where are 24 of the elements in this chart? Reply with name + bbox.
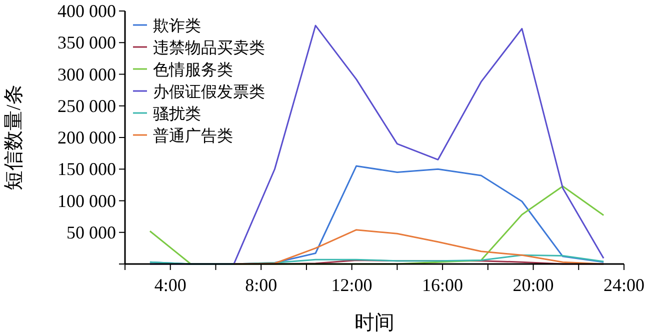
x-axis-title: 时间 xyxy=(354,312,394,334)
legend-label: 色情服务类 xyxy=(153,61,233,79)
y-tick-label: 300 000 xyxy=(58,64,116,84)
line-series xyxy=(149,254,604,265)
legend-label: 办假证假发票类 xyxy=(153,83,265,101)
legend-label: 普通广告类 xyxy=(153,127,233,145)
y-axis-title: 短信数量/条 xyxy=(3,84,25,190)
legend-label: 违禁物品买卖类 xyxy=(153,39,265,57)
legend-label: 骚扰类 xyxy=(153,105,201,123)
x-tick-label: 24:00 xyxy=(603,275,645,295)
x-tick-label: 16:00 xyxy=(422,275,464,295)
y-tick-label: 250 000 xyxy=(58,96,116,116)
y-tick-label: 350 000 xyxy=(58,32,116,53)
line-series xyxy=(233,229,604,265)
x-tick-label: 4:00 xyxy=(154,275,186,295)
x-tick-label: 20:00 xyxy=(512,275,554,295)
x-tick-label: 12:00 xyxy=(331,275,372,295)
y-tick-label: 400 000 xyxy=(58,1,116,21)
y-tick-label: 100 000 xyxy=(58,190,116,211)
legend-label: 欺诈类 xyxy=(153,17,201,35)
y-tick-label: 150 000 xyxy=(58,159,116,180)
y-tick-label: 200 000 xyxy=(58,128,116,148)
y-tick-label: 50 000 xyxy=(66,222,116,242)
x-tick-label: 8:00 xyxy=(245,275,278,295)
